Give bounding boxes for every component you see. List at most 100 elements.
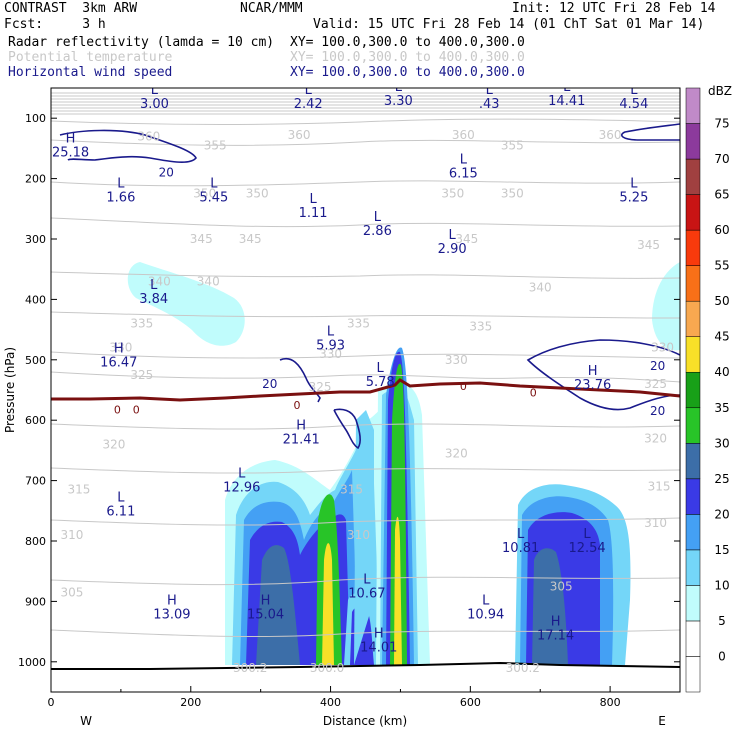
theta-contour-label: 350	[246, 187, 269, 201]
colorbar-unit: dBZ	[708, 84, 732, 98]
extremum-value-label: 1.66	[106, 191, 135, 206]
colorbar-tick-label: 30	[714, 436, 729, 450]
theta-contour-label: 315	[68, 483, 91, 497]
y-tick-label: 200	[25, 173, 46, 186]
wind-contour-20-upper-right	[621, 123, 680, 141]
extremum-type-label: H	[66, 131, 76, 146]
colorbar-tick-label: 10	[714, 578, 729, 592]
zero-contour-label: 0	[133, 403, 140, 416]
colorbar-tick-label: 65	[714, 188, 729, 202]
theta-contour-line	[51, 351, 680, 359]
colorbar-tick-label: 60	[714, 223, 729, 237]
zero-contour-label: 0	[114, 403, 121, 416]
x-tick-label: 400	[320, 696, 341, 709]
theta-contour-label: 305	[550, 579, 573, 593]
colorbar-cell	[685, 549, 701, 586]
theta-contour-label: 315	[340, 483, 363, 497]
x-tick-label: 600	[460, 696, 481, 709]
wind-contour-20-right	[526, 339, 680, 411]
wind-contour-label: 20	[159, 166, 174, 180]
colorbar-cell	[685, 123, 701, 160]
theta-contour-label: 325	[644, 377, 667, 391]
extremum-type-label: L	[486, 83, 494, 98]
colorbar-tick-label: 25	[714, 472, 729, 486]
extremum-value-label: 5.45	[199, 191, 228, 206]
x-tick-label: 0	[48, 696, 55, 709]
extremum-type-label: L	[517, 527, 525, 542]
y-tick-label: 900	[25, 595, 46, 608]
theta-contour-label: 350	[193, 187, 216, 201]
extremum-value-label: 12.96	[223, 481, 260, 496]
extremum-value-label: 25.18	[52, 145, 89, 160]
wind-contour-20-mid	[279, 358, 321, 403]
extremum-value-label: 5.93	[316, 339, 345, 354]
y-tick-label: 300	[25, 233, 46, 246]
organization: NCAR/MMM	[240, 1, 303, 16]
extremum-value-label: 5.25	[619, 191, 648, 206]
extremum-type-label: L	[150, 278, 158, 293]
reflectivity-echo-center-green	[390, 363, 407, 665]
theta-contour-line	[51, 217, 680, 228]
plot-frame	[50, 87, 681, 693]
theta-contour-label: 335	[347, 317, 370, 331]
colorbar-cell	[685, 585, 701, 622]
y-tick-label: 600	[25, 414, 46, 427]
extremum-value-label: .43	[479, 97, 500, 112]
reflectivity-echo-center-core	[394, 516, 402, 665]
zero-contour	[51, 378, 680, 402]
extremum-value-label: 3.30	[384, 94, 413, 109]
theta-contour-label: 345	[190, 232, 213, 246]
extremum-type-label: L	[482, 593, 490, 608]
extremum-type-label: L	[238, 467, 246, 482]
theta-contour-label: 360	[452, 128, 475, 142]
extremum-value-label: 10.94	[467, 607, 504, 622]
extremum-value-label: 14.01	[360, 641, 397, 656]
extremum-type-label: H	[261, 593, 271, 608]
extremum-value-label: 1.11	[299, 206, 328, 221]
theta-contour-label: 310	[347, 528, 370, 542]
wind-contour-label: 20	[650, 404, 665, 418]
terrain-line	[51, 661, 680, 670]
theta-contour-label: 340	[148, 274, 171, 288]
extremum-type-label: L	[563, 80, 571, 95]
x-tick-label: 800	[600, 696, 621, 709]
theta-contour-label: 300.2	[506, 661, 540, 675]
plot-area: 360 355 360 360 355 360 350 350 350 350 345 345 345 3…	[51, 80, 680, 675]
colorbar-tick-label: 15	[714, 543, 729, 557]
y-axis-title: Pressure (hPa)	[3, 347, 17, 433]
model-name: CONTRAST 3km ARW	[4, 1, 138, 16]
y-tick-label: 500	[25, 354, 46, 367]
theta-contour-label: 335	[469, 320, 492, 334]
theta-contour-label: 350	[441, 187, 464, 201]
x-axis: 0 200 400 600 800	[48, 686, 621, 709]
theta-contour-label: 300.2	[233, 661, 267, 675]
forecast-hour: Fcst: 3 h	[4, 17, 106, 32]
extremum-value-label: 17.14	[537, 629, 574, 644]
colorbar-cell	[685, 158, 701, 195]
theta-contour-label: 320	[445, 446, 468, 460]
extremum-type-label: L	[305, 83, 313, 98]
theta-contour-line	[51, 118, 680, 126]
theta-contour-line	[51, 576, 680, 586]
theta-contour-label: 340	[197, 274, 220, 288]
theta-contour-label: 335	[130, 317, 153, 331]
colorbar: 0 5 10 15 20 25 30 35 40 45 50 55 60 65 70 75	[685, 87, 730, 693]
extremum-type-label: L	[309, 192, 317, 207]
y-tick-label: 800	[25, 535, 46, 548]
theta-contour-label: 345	[637, 238, 660, 252]
theta-contour-label: 300.0	[310, 661, 344, 675]
wind-contours	[59, 123, 680, 450]
theta-contour-label: 330	[651, 341, 674, 355]
theta-contour-label: 315	[648, 480, 671, 494]
theta-contour-label: 350	[501, 187, 524, 201]
extremum-type-label: H	[296, 418, 306, 433]
theta-contour-line	[51, 139, 680, 146]
colorbar-cell	[685, 443, 701, 480]
zero-label-group: 0 0 000	[114, 380, 537, 417]
extremum-value-label: 23.76	[574, 378, 611, 393]
extremum-type-label: H	[374, 627, 384, 642]
wind-contour-label: 20	[650, 359, 665, 373]
